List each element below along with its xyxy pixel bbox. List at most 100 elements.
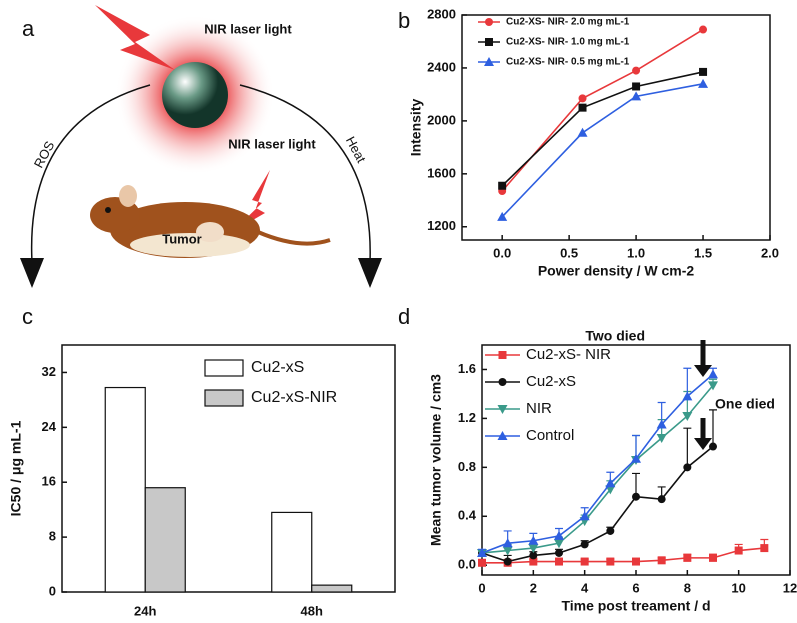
marker <box>760 544 769 553</box>
y-tick-label: 8 <box>49 529 56 544</box>
plot-frame <box>61 344 396 593</box>
marker <box>657 556 666 565</box>
legend-label: Cu2-xS <box>251 359 304 376</box>
x-tick-label: 1.0 <box>627 245 645 260</box>
x-tick-label: 2.0 <box>761 245 779 260</box>
marker <box>698 78 709 88</box>
marker <box>682 411 693 421</box>
marker <box>498 378 507 386</box>
marker <box>578 94 587 103</box>
y-axis-title: IC50 / μg mL-1 <box>8 420 24 516</box>
nanoparticle <box>162 62 228 128</box>
y-tick-label: 24 <box>42 419 57 434</box>
marker <box>498 181 507 190</box>
bar <box>271 511 313 593</box>
y-axis-title: Intensity <box>408 99 424 157</box>
y-tick-label: 16 <box>42 474 56 489</box>
laser-label: NIR laser light <box>204 21 292 36</box>
annotation: One died <box>715 396 775 412</box>
mouse-ear <box>119 185 137 207</box>
marker <box>577 127 588 137</box>
marker <box>708 369 718 379</box>
marker <box>683 463 692 472</box>
mouse-eye <box>105 207 111 213</box>
y-tick-label: 1.6 <box>458 361 476 376</box>
y-tick-label: 1.2 <box>458 410 476 425</box>
marker <box>503 557 512 566</box>
marker <box>657 495 666 504</box>
series-line <box>481 373 714 554</box>
mouse-belly <box>130 233 250 257</box>
x-tick-label: 2 <box>530 580 537 595</box>
x-axis-title: Power density / W cm-2 <box>538 263 695 279</box>
marker <box>580 540 589 549</box>
tumor-label: Tumor <box>162 231 201 246</box>
marker <box>529 557 538 566</box>
marker <box>699 67 708 76</box>
marker <box>555 548 563 557</box>
legend-label: Control <box>526 427 574 444</box>
arrowhead <box>694 438 712 450</box>
legend-label: Cu2-XS- NIR- 2.0 mg mL-1 <box>506 17 630 28</box>
marker <box>578 103 587 112</box>
arrow-label: Heat <box>343 134 369 166</box>
marker <box>497 211 508 221</box>
x-axis-title: Time post treament / d <box>561 598 710 614</box>
marker <box>485 18 493 26</box>
series-line <box>481 445 714 563</box>
legend-label: Cu2-xS- NIR <box>526 346 611 363</box>
marker <box>478 558 486 567</box>
marker <box>632 492 640 501</box>
x-tick-label: 8 <box>684 580 691 595</box>
marker <box>528 544 539 554</box>
marker <box>529 551 538 560</box>
annotation: Two died <box>585 328 645 344</box>
marker <box>682 391 693 401</box>
legend-label: NIR <box>526 400 552 417</box>
series-line <box>501 28 704 192</box>
marker <box>497 431 508 440</box>
laser-bolt <box>95 5 175 70</box>
marker <box>528 535 539 545</box>
marker <box>555 557 563 566</box>
panel-label: d <box>398 304 410 329</box>
legend-swatch <box>204 389 244 407</box>
y-tick-label: 2000 <box>427 112 456 127</box>
x-tick-label: 48h <box>301 603 323 618</box>
marker <box>631 91 642 101</box>
marker <box>605 478 616 488</box>
y-tick-label: 1200 <box>427 218 456 233</box>
marker <box>683 553 692 562</box>
arrowhead <box>694 365 712 377</box>
bar <box>144 487 186 593</box>
marker <box>497 405 508 414</box>
bar <box>104 386 146 593</box>
x-tick-label: 0.5 <box>560 245 578 260</box>
arrowhead <box>20 258 44 288</box>
illustration: a NIR laser light NIR laser light ROS He… <box>20 5 382 288</box>
y-tick-label: 2400 <box>427 59 456 74</box>
series-line <box>481 384 714 554</box>
plot-frame <box>461 14 771 241</box>
marker <box>579 511 590 521</box>
y-tick-label: 0.4 <box>458 508 477 523</box>
y-tick-label: 1600 <box>427 165 456 180</box>
y-tick-label: 2800 <box>427 6 456 21</box>
tumor <box>196 222 224 242</box>
marker <box>709 442 717 451</box>
y-tick-label: 0.8 <box>458 459 476 474</box>
y-tick-label: 0.0 <box>458 557 476 572</box>
marker <box>734 546 743 555</box>
marker <box>484 57 494 66</box>
series-line <box>501 83 704 218</box>
marker <box>709 553 717 562</box>
marker <box>502 538 513 548</box>
marker <box>656 419 667 429</box>
arrow <box>239 84 371 263</box>
series-line <box>501 71 704 187</box>
marker <box>485 38 493 46</box>
bar <box>311 584 353 593</box>
x-tick-label: 4 <box>581 580 589 595</box>
